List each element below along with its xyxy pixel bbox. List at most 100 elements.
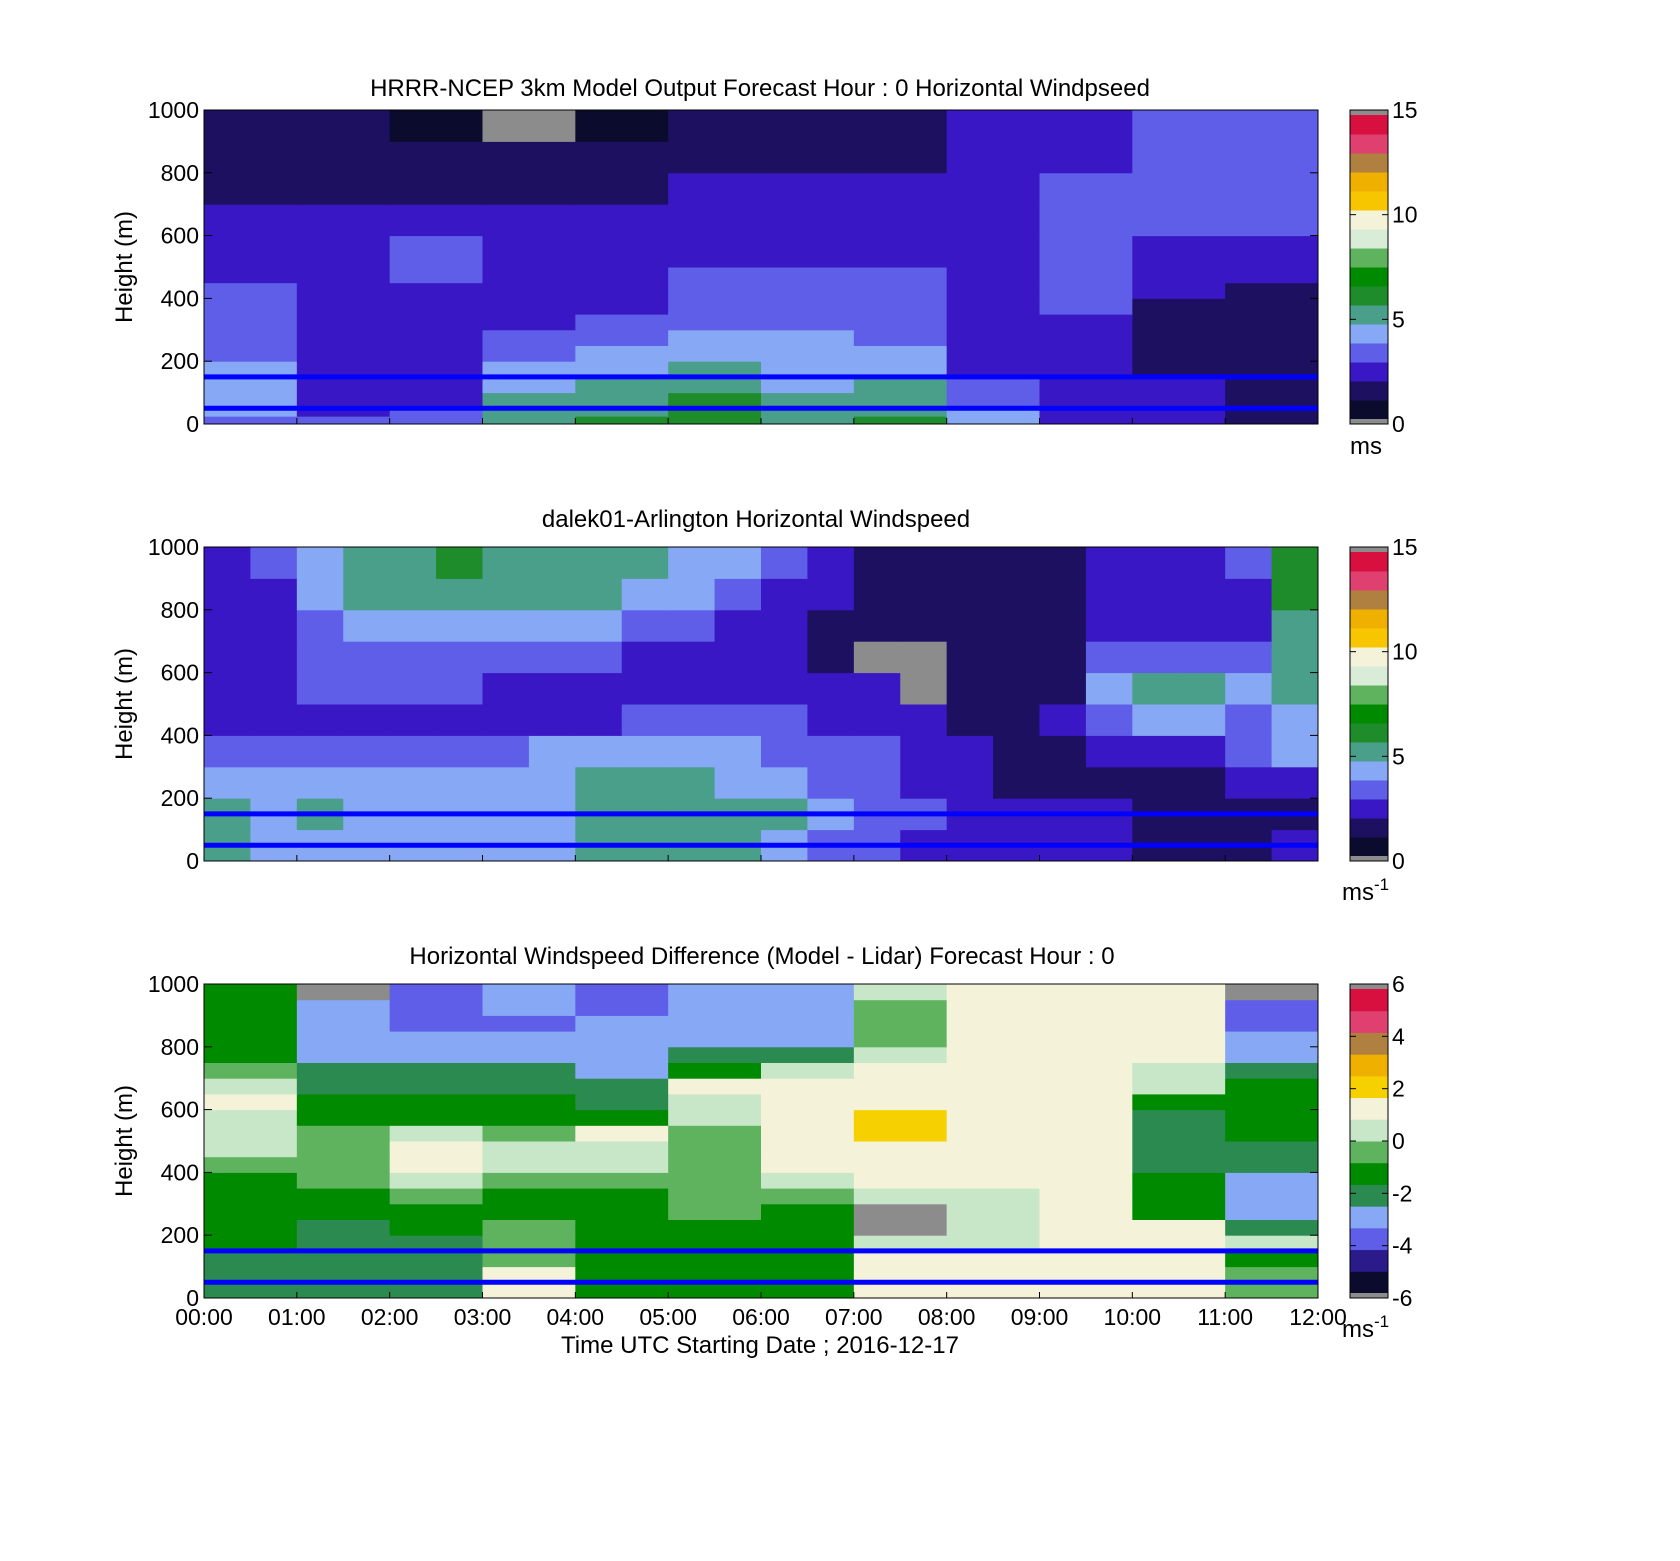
heatmap-cell — [389, 345, 483, 362]
heatmap-cell — [250, 578, 298, 611]
heatmap-cell — [389, 1031, 483, 1048]
heatmap-cell — [761, 1188, 855, 1205]
heatmap-cell — [1271, 578, 1319, 611]
colorbar-tick-label: 10 — [1392, 639, 1418, 665]
heatmap-cell — [761, 110, 855, 142]
colorbar-tick-label: -4 — [1392, 1233, 1413, 1259]
heatmap-cell — [1039, 1266, 1133, 1283]
colorbar-swatch — [1350, 191, 1388, 211]
heatmap-cell — [1132, 110, 1226, 142]
heatmap-cell — [575, 1188, 669, 1205]
heatmap-cell — [1225, 345, 1319, 362]
heatmap-cell — [900, 547, 948, 579]
heatmap-cell — [1132, 267, 1226, 284]
reference-lines — [204, 374, 1318, 411]
heatmap-cell — [250, 609, 298, 642]
colorbar-tick-label: 5 — [1392, 743, 1405, 769]
heatmap-cell — [946, 172, 1040, 205]
heatmap-cell — [1039, 329, 1133, 346]
heatmap-cell — [900, 641, 948, 674]
x-tick-label: 04:00 — [547, 1304, 605, 1330]
colorbar-swatch — [1350, 1097, 1388, 1120]
colorbar-swatch — [1350, 210, 1388, 230]
heatmap-cell — [946, 547, 994, 579]
heatmap-cell — [668, 672, 716, 705]
heatmap-cell — [1039, 547, 1087, 579]
heatmap-cell — [1225, 1235, 1319, 1252]
heatmap-cell — [204, 314, 298, 331]
heatmap-cell — [250, 547, 298, 579]
heatmap-cell — [482, 672, 530, 705]
heatmap-cell — [993, 766, 1040, 799]
heatmap-cell — [575, 999, 669, 1016]
heatmap-cell — [946, 345, 1040, 362]
heatmap-cell — [296, 400, 391, 409]
heatmap-cell — [853, 282, 948, 299]
heatmap-cell — [946, 641, 994, 674]
heatmap-cell — [343, 641, 391, 674]
colorbar-swatch — [1350, 837, 1388, 857]
heatmap-cell — [668, 416, 762, 425]
colorbar-cap — [1350, 1293, 1388, 1298]
heatmap-cell — [1132, 609, 1180, 642]
heatmap-cell — [1132, 329, 1226, 346]
heatmap-cell — [1132, 1109, 1226, 1126]
heatmap-cell — [389, 1093, 483, 1111]
x-tick-label: 09:00 — [1011, 1304, 1069, 1330]
heatmap-cell — [1225, 298, 1319, 315]
heatmap-cell — [1132, 361, 1226, 378]
heatmap-cell — [436, 735, 483, 768]
heatmap-cell — [575, 416, 669, 425]
heatmap-cell — [946, 416, 1040, 425]
heatmap-cell — [1132, 1046, 1226, 1063]
heatmap-cell — [621, 735, 669, 768]
y-tick-label: 200 — [161, 348, 199, 374]
heatmap-cell — [296, 1031, 391, 1048]
heatmap-cell — [1225, 641, 1273, 674]
heatmap-cell — [853, 172, 948, 205]
colorbar-unit-label: ms-1 — [1342, 1312, 1389, 1343]
heatmap-cell — [853, 235, 948, 268]
heatmap-cell — [807, 766, 855, 799]
heatmap-cell — [1271, 547, 1319, 579]
heatmap-cell — [993, 704, 1040, 736]
heatmap-cell — [296, 416, 391, 425]
heatmap-cell — [1132, 392, 1226, 401]
heatmap-cell — [389, 314, 483, 331]
heatmap-cell — [204, 641, 251, 674]
heatmap-cell — [343, 735, 391, 768]
heatmap-cell — [668, 204, 762, 237]
heatmap-cell — [204, 609, 251, 642]
heatmap-cell — [946, 314, 1040, 331]
heatmap-cell — [1039, 1125, 1133, 1142]
heatmap-cell — [528, 735, 576, 768]
heatmap-cell — [389, 1125, 483, 1142]
x-tick-label: 00:00 — [175, 1304, 233, 1330]
heatmap-cell — [946, 329, 1040, 346]
heatmap-cell — [296, 1235, 391, 1252]
heatmap-cell — [668, 1250, 762, 1268]
heatmap-cell — [1225, 1250, 1319, 1268]
heatmap-cell — [204, 999, 298, 1016]
x-tick-label: 06:00 — [732, 1304, 790, 1330]
heatmap-cell — [714, 641, 762, 674]
heatmap-cell — [296, 1078, 391, 1095]
heatmap-cell — [1132, 1266, 1226, 1283]
heatmap-cell — [1039, 345, 1133, 362]
colorbar-frame — [1349, 546, 1389, 862]
heatmap-cell — [993, 578, 1040, 611]
heatmap-cell — [1225, 1203, 1319, 1220]
heatmap-cell — [668, 704, 716, 736]
colorbar-swatch — [1350, 761, 1388, 781]
heatmap-cell — [482, 735, 530, 768]
heatmap-cell — [853, 345, 948, 362]
heatmap-cell — [853, 1188, 948, 1205]
heatmap-cell — [761, 1203, 855, 1220]
heatmap-cell — [1225, 235, 1319, 268]
heatmap-cell — [1039, 235, 1133, 268]
heatmap-cell — [668, 345, 762, 362]
heatmap-cell — [714, 547, 762, 579]
heatmap-cell — [296, 1109, 391, 1126]
heatmap-cell — [389, 1235, 483, 1252]
heatmap-cell — [482, 766, 530, 799]
